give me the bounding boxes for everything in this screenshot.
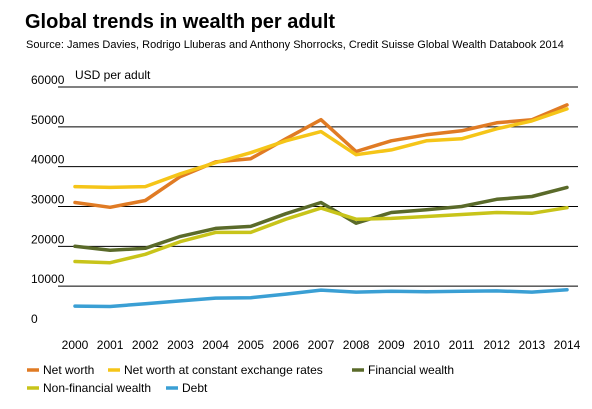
x-tick-label: 2000 — [62, 338, 89, 352]
y-tick-label: 0 — [31, 312, 38, 326]
x-tick-label: 2004 — [202, 338, 229, 352]
legend-label: Non-financial wealth — [43, 381, 151, 395]
x-tick-label: 2014 — [554, 338, 581, 352]
y-tick-label: 40000 — [31, 153, 65, 167]
y-tick-label: 50000 — [31, 113, 65, 127]
series-line-financial-wealth — [73, 185, 569, 253]
x-tick-label: 2011 — [449, 338, 475, 352]
y-tick-label: 20000 — [31, 232, 65, 246]
x-axis-ticks: 2000 2001 2002 2003 2004 2005 2006 2007 2008 2009… — [62, 338, 581, 352]
x-tick-label: 2008 — [343, 338, 370, 352]
series-line-debt — [73, 288, 569, 309]
chart-title: Global trends in wealth per adult — [25, 11, 335, 33]
chart-source: Source: James Davies, Rodrigo Lluberas a… — [26, 39, 564, 51]
legend-label: Debt — [182, 381, 208, 395]
gridlines — [58, 86, 578, 287]
x-tick-label: 2010 — [413, 338, 440, 352]
x-tick-label: 2013 — [519, 338, 546, 352]
legend-label: Net worth at constant exchange rates — [124, 363, 323, 377]
legend-label: Financial wealth — [368, 363, 454, 377]
plot-lines — [73, 103, 569, 309]
legend-label: Net worth — [43, 363, 94, 377]
y-tick-label: 10000 — [31, 272, 65, 286]
x-tick-label: 2006 — [273, 338, 300, 352]
x-tick-label: 2002 — [132, 338, 159, 352]
series-line-non-financial-wealth — [73, 205, 569, 265]
x-tick-label: 2001 — [97, 338, 124, 352]
legend: Net worth Net worth at constant exchange … — [27, 363, 454, 395]
x-tick-label: 2003 — [167, 338, 194, 352]
y-axis-ticks: 0 10000 20000 30000 40000 50000 60000 — [31, 73, 65, 326]
x-tick-label: 2005 — [237, 338, 264, 352]
x-tick-label: 2009 — [378, 338, 405, 352]
y-axis-unit-label: USD per adult — [75, 68, 151, 82]
y-tick-label: 30000 — [31, 193, 65, 207]
y-tick-label: 60000 — [31, 73, 65, 87]
series-line-net-worth — [73, 103, 569, 210]
series-line-net-worth-at-constant-exchange-rates — [73, 107, 569, 190]
x-tick-label: 2012 — [483, 338, 510, 352]
x-tick-label: 2007 — [308, 338, 335, 352]
